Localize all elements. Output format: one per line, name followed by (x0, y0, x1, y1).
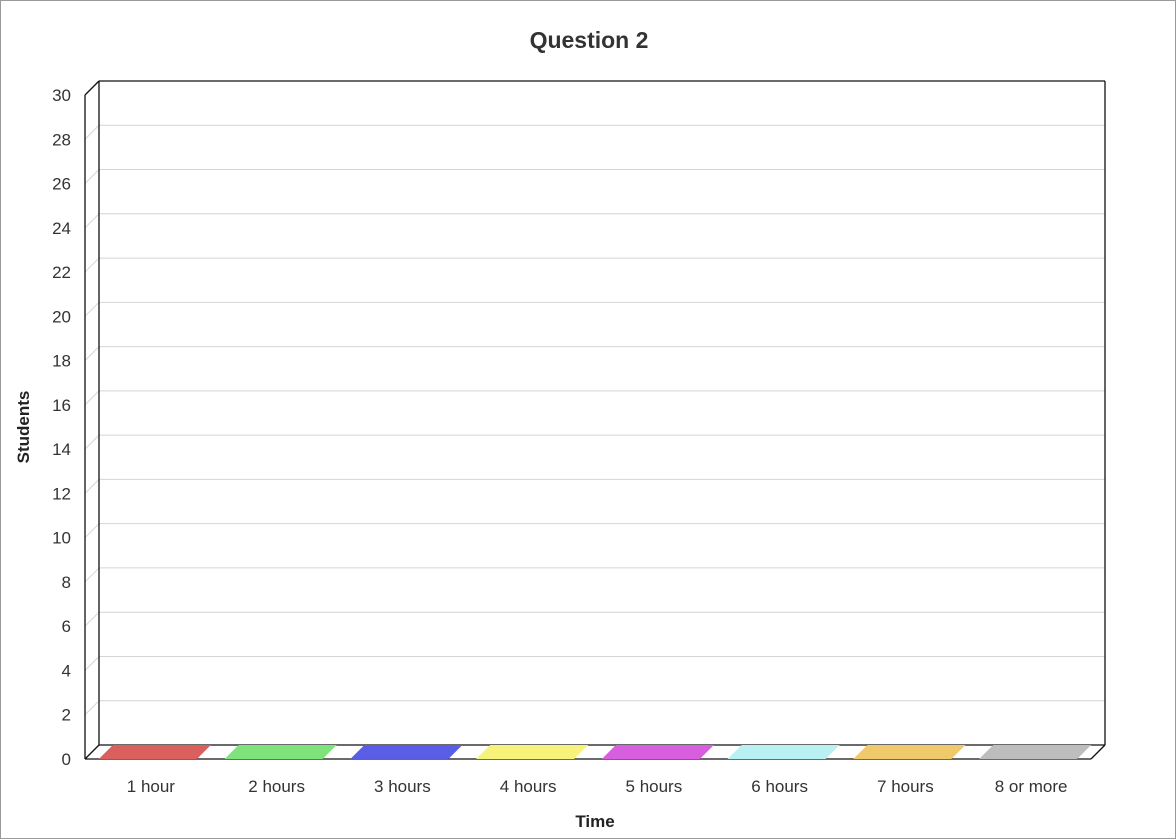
gridline-side (84, 656, 100, 671)
x-tick-label: 7 hours (877, 777, 934, 796)
x-tick-label: 1 hour (127, 777, 176, 796)
gridline-side (84, 390, 100, 406)
gridline-side (84, 124, 100, 140)
bar-top (601, 745, 714, 759)
gridline-side (84, 479, 100, 494)
plot-frame-floor-left (84, 744, 100, 760)
x-tick-label: 8 or more (995, 777, 1068, 796)
gridline-side (84, 434, 100, 450)
gridline-side (84, 523, 100, 539)
bar-7 (853, 745, 966, 759)
bar-3 (350, 745, 463, 759)
bar-5 (601, 745, 714, 759)
y-tick-label: 14 (52, 440, 71, 459)
y-tick-label: 30 (52, 86, 71, 105)
y-tick-label: 22 (52, 263, 71, 282)
y-tick-label: 6 (62, 617, 71, 636)
x-tick-label: 3 hours (374, 777, 431, 796)
y-tick-label: 12 (52, 484, 71, 503)
gridline-side (84, 213, 100, 229)
gridline-side (84, 169, 100, 184)
y-tick-label: 18 (52, 352, 71, 371)
gridline-side (84, 611, 100, 627)
bar-8 (979, 745, 1092, 759)
y-tick-label: 4 (62, 661, 71, 680)
bar-top (476, 745, 589, 759)
x-axis-label: Time (575, 812, 614, 831)
bar-top (979, 745, 1092, 759)
plot-frame-floor-right (1090, 744, 1106, 760)
bar-1 (98, 745, 211, 759)
y-tick-label: 28 (52, 130, 71, 149)
gridline-side (84, 346, 100, 361)
bar-top (224, 745, 337, 759)
plot-frame (84, 80, 1106, 760)
gridline-side (84, 301, 100, 317)
gridline-side (84, 567, 100, 583)
y-tick-label: 0 (62, 750, 71, 769)
bar-top (350, 745, 463, 759)
plot-frame-top-left (84, 80, 100, 96)
gridline-side (84, 257, 100, 273)
bar-4 (476, 745, 589, 759)
y-axis-label: Students (14, 391, 33, 464)
bar-top (98, 745, 211, 759)
y-tick-label: 10 (52, 529, 71, 548)
bar-2 (224, 745, 337, 759)
bars-layer (98, 745, 1092, 759)
grid-layer (84, 124, 1105, 716)
y-tick-label: 8 (62, 573, 71, 592)
y-tick-label: 16 (52, 396, 71, 415)
y-tick-label: 20 (52, 307, 71, 326)
y-tick-label: 2 (62, 706, 71, 725)
x-tick-label: 2 hours (248, 777, 305, 796)
gridline-side (84, 700, 100, 716)
x-tick-labels: 1 hour 2 hours 3 hours 4 hours 5 hours 6 hour… (127, 777, 1068, 796)
x-tick-label: 4 hours (500, 777, 557, 796)
bar-top (727, 745, 840, 759)
x-tick-label: 5 hours (626, 777, 683, 796)
chart-title: Question 2 (529, 27, 649, 53)
y-tick-label: 26 (52, 175, 71, 194)
y-tick-label: 24 (52, 219, 71, 238)
x-tick-label: 6 hours (751, 777, 808, 796)
bar-6 (727, 745, 840, 759)
bar-top (853, 745, 966, 759)
